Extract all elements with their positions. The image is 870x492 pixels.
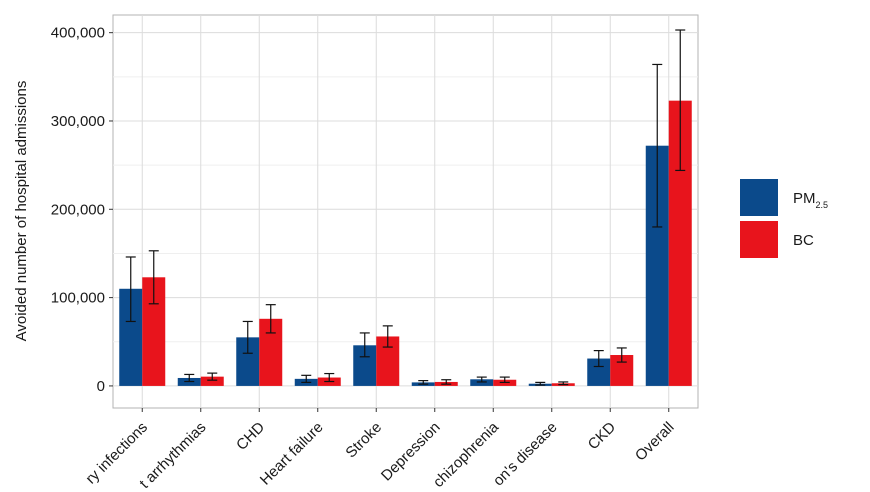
bar-pm25 [470,379,494,386]
y-tick-label: 400,000 [51,25,105,42]
legend: PM2.5 BC [740,179,828,258]
bar-bc [668,100,692,386]
y-axis-title: Avoided number of hospital admissions [13,81,30,342]
legend-swatch-bc [740,221,778,258]
error-bars [125,29,686,386]
bar-bc [200,376,224,386]
bar-pm25 [587,358,611,386]
bar-bc [376,336,400,386]
legend-label-pm25-sub: 2.5 [816,200,829,210]
bar-bc [259,318,283,386]
bar-pm25 [353,345,377,386]
bar-bc [610,355,634,386]
minor-gridlines [113,76,698,343]
y-tick-label: 300,000 [51,113,105,130]
x-tick-label: Overall [632,419,678,465]
bar-pm25 [645,145,669,386]
x-tick-label: CHD [233,419,268,454]
bar-bc [142,277,166,386]
y-tick-label: 100,000 [51,290,105,307]
x-tick-label: CKD [585,419,620,454]
x-tick-label: Heart failure [257,419,327,489]
legend-label-bc: BC [793,232,814,249]
legend-swatch-pm25 [740,179,778,216]
bar-pm25 [119,288,143,386]
y-axis: 0 100,000 200,000 300,000 400,000 [51,25,113,395]
x-tick-label: Stroke [342,419,385,462]
y-tick-label: 0 [97,378,105,395]
legend-label-pm25: PM2.5 [793,190,828,210]
y-tick-label: 200,000 [51,201,105,218]
legend-label-pm25-main: PM [793,190,816,207]
plot-panel [112,14,699,409]
bars [119,100,692,386]
bar-pm25 [236,337,260,386]
